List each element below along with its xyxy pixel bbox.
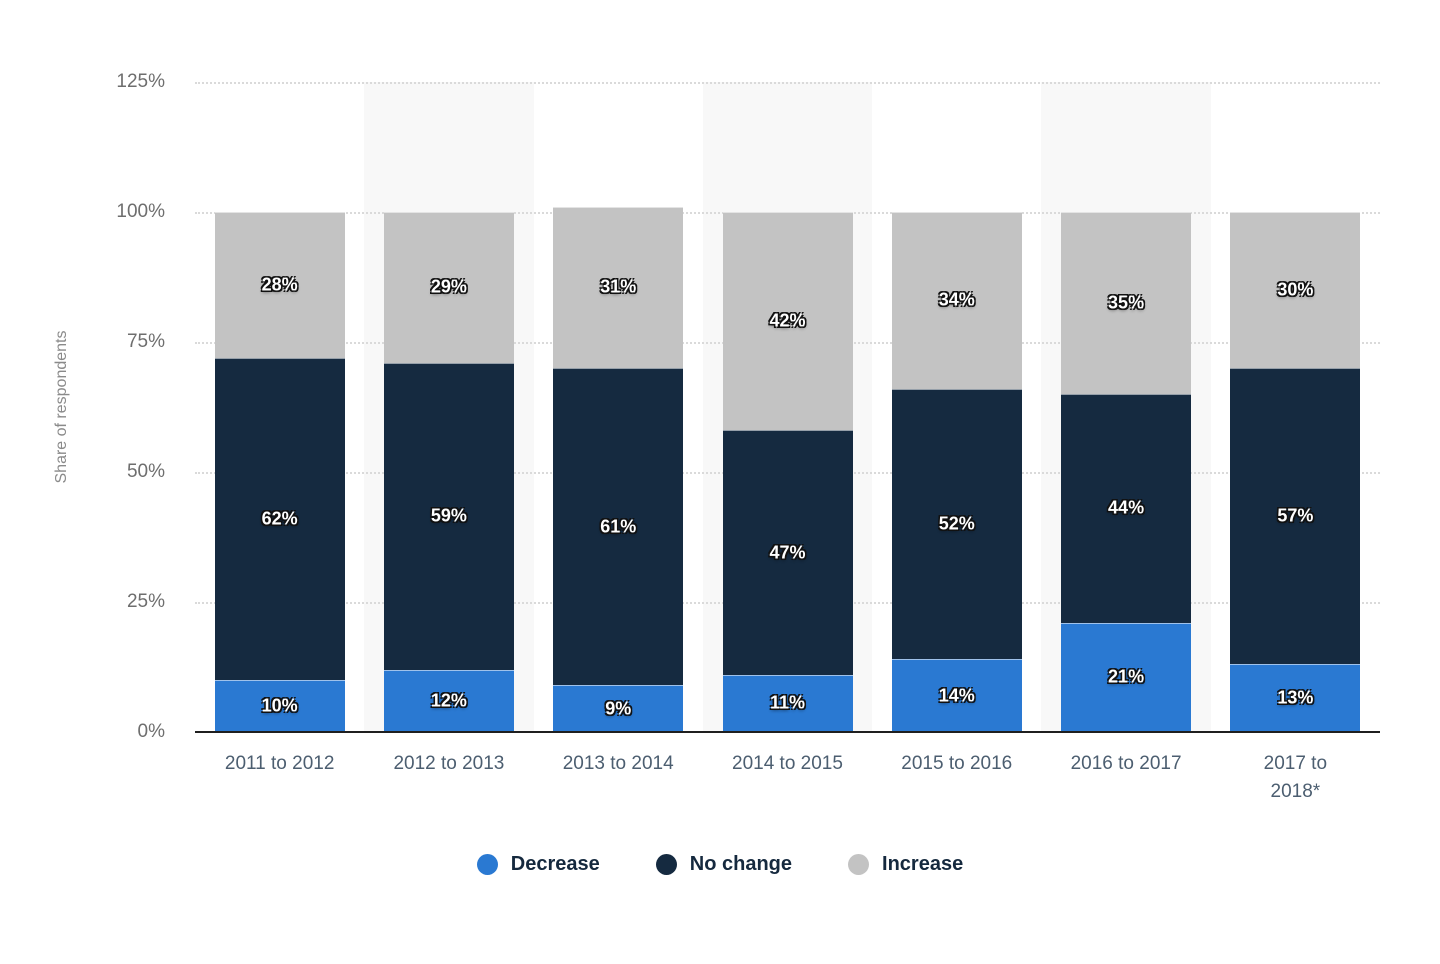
bar-segment-no-change[interactable]: 47% — [722, 430, 853, 675]
bar-value-label: 29% — [430, 276, 467, 297]
legend-label: Increase — [882, 853, 964, 875]
plot-area: 10% 62% 28% 12% 59% 29% 9% 61% 31% 11% 47% 42% 14% 52… — [195, 82, 1380, 732]
bar-value-label: 62% — [261, 508, 298, 529]
bar-value-label: 47% — [769, 542, 806, 563]
bar-value-label: 52% — [938, 513, 975, 534]
bar-segment-no-change[interactable]: 61% — [553, 368, 684, 686]
bar-segment-no-change[interactable]: 57% — [1230, 368, 1361, 665]
bar-segment-decrease[interactable]: 21% — [1061, 622, 1192, 732]
bar-value-label: 34% — [938, 289, 975, 310]
bar-segment-increase[interactable]: 42% — [722, 212, 853, 431]
x-axis-label: 2017 to 2018* — [1263, 753, 1328, 802]
bar-segment-decrease[interactable]: 12% — [383, 669, 514, 732]
legend: Decrease No change Increase — [0, 853, 1440, 876]
bar-segment-no-change[interactable]: 59% — [383, 362, 514, 670]
bar-value-label: 31% — [600, 276, 637, 297]
bar-value-label: 11% — [769, 692, 806, 713]
bar-value-label: 13% — [1277, 687, 1314, 708]
bar-value-label: 21% — [1108, 666, 1145, 687]
bar-segment-increase[interactable]: 30% — [1230, 212, 1361, 368]
y-tick-label: 50% — [126, 461, 165, 482]
legend-dot-icon — [848, 854, 870, 875]
legend-item-decrease[interactable]: Decrease — [476, 853, 600, 876]
bar-value-label: 9% — [605, 698, 632, 719]
gridline — [195, 82, 1380, 84]
x-axis-label: 2013 to 2014 — [562, 753, 674, 774]
bar-segment-decrease[interactable]: 9% — [553, 685, 684, 732]
bar-segment-increase[interactable]: 34% — [891, 212, 1022, 389]
bar-value-label: 28% — [261, 274, 298, 295]
bar-segment-no-change[interactable]: 62% — [214, 357, 345, 680]
bar-value-label: 44% — [1108, 497, 1145, 518]
y-tick-label: 125% — [116, 71, 165, 92]
bar-value-label: 57% — [1277, 505, 1314, 526]
legend-dot-icon — [655, 854, 677, 875]
bar-segment-no-change[interactable]: 44% — [1061, 394, 1192, 623]
y-tick-label: 0% — [137, 721, 165, 742]
x-axis-label: 2012 to 2013 — [393, 753, 505, 774]
x-axis-label: 2015 to 2016 — [901, 753, 1013, 774]
x-axis-label: 2014 to 2015 — [732, 753, 843, 774]
y-axis: 0% 25% 50% 75% 100% 125% — [0, 0, 165, 964]
legend-item-no-change[interactable]: No change — [655, 853, 793, 876]
bar-segment-increase[interactable]: 28% — [214, 212, 345, 358]
legend-item-increase[interactable]: Increase — [848, 853, 963, 876]
bar-value-label: 61% — [600, 516, 637, 537]
bar-segment-decrease[interactable]: 13% — [1230, 664, 1361, 732]
x-axis-label: 2016 to 2017 — [1070, 753, 1182, 774]
legend-label: Decrease — [510, 853, 600, 875]
bar-value-label: 30% — [1277, 279, 1314, 300]
y-tick-label: 75% — [126, 331, 165, 352]
x-axis-label: 2011 to 2012 — [224, 753, 335, 774]
bar-segment-decrease[interactable]: 14% — [891, 659, 1022, 732]
y-axis-title: Share of respondents — [53, 330, 70, 484]
bar-segment-no-change[interactable]: 52% — [891, 388, 1022, 660]
y-tick-label: 100% — [116, 201, 165, 222]
bar-segment-decrease[interactable]: 11% — [722, 674, 853, 732]
legend-dot-icon — [476, 854, 498, 875]
bar-segment-increase[interactable]: 29% — [383, 212, 514, 363]
legend-label: No change — [689, 853, 793, 875]
bar-segment-increase[interactable]: 31% — [553, 206, 684, 368]
bar-value-label: 42% — [769, 310, 806, 331]
bar-segment-increase[interactable]: 35% — [1061, 212, 1192, 394]
bar-value-label: 14% — [938, 685, 975, 706]
x-axis-line — [195, 731, 1380, 733]
y-tick-label: 25% — [126, 591, 165, 612]
bar-value-label: 35% — [1108, 292, 1145, 313]
bar-value-label: 59% — [430, 505, 467, 526]
bar-segment-decrease[interactable]: 10% — [214, 680, 345, 732]
bar-value-label: 10% — [261, 695, 298, 716]
bar-value-label: 12% — [430, 690, 467, 711]
